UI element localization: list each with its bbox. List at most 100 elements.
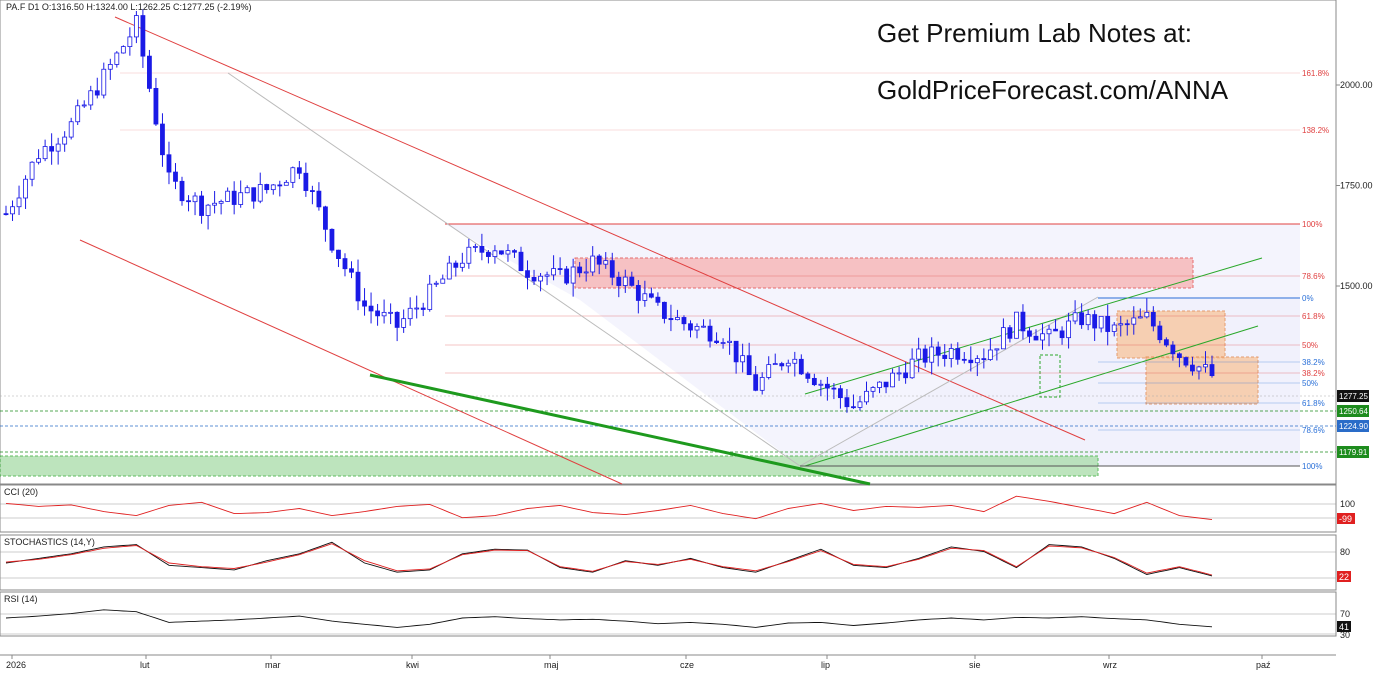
fib-lower-label: 0% (1302, 294, 1314, 303)
candle-body (107, 64, 113, 70)
candle-body (518, 251, 524, 272)
candle-body (55, 143, 61, 152)
cci-line (5, 495, 1213, 521)
candle-body (101, 68, 107, 96)
candle-body (890, 372, 895, 388)
candle-body (355, 271, 361, 302)
x-tick-label: wrz (1102, 660, 1117, 670)
candle-body (877, 381, 882, 388)
candle-body (192, 195, 198, 203)
candle-body (603, 260, 609, 265)
candle-body (1053, 328, 1058, 332)
candle-body (596, 255, 602, 265)
cci-tick: 100 (1340, 499, 1355, 509)
candle-body (16, 197, 22, 208)
candle-body (1072, 312, 1078, 322)
fib-lower-label: 50% (1302, 379, 1318, 388)
candle-body (655, 296, 661, 303)
candle-body (342, 258, 348, 270)
candle-body (688, 323, 693, 331)
green-channel-lower (804, 325, 1259, 467)
stoch-plot (0, 541, 1336, 579)
red-channel-lower-line (79, 239, 623, 485)
candle-body (805, 373, 811, 379)
candle-body (883, 381, 889, 388)
candle-body (1105, 315, 1111, 332)
candle-body (798, 358, 804, 375)
candle-body (199, 195, 204, 216)
candle-body (707, 325, 713, 342)
candle-body (472, 245, 478, 248)
stoch-last-value: 22 (1339, 572, 1349, 582)
fib-lower-label: 78.6% (1302, 426, 1325, 435)
fib-shade-area (228, 73, 1300, 466)
candle-body (512, 250, 517, 253)
candle-body (538, 275, 543, 282)
price-label-badge (1337, 446, 1369, 458)
y-tick-label: 1500.00 (1340, 281, 1373, 291)
candle-body (1209, 364, 1215, 377)
candle-body (903, 372, 909, 379)
candle-body (427, 283, 433, 310)
candle-body (694, 326, 700, 331)
candle-body (238, 192, 244, 205)
stoch-tick: 80 (1340, 547, 1350, 557)
candle-body (785, 362, 791, 367)
candle-body (916, 348, 922, 360)
price-label-value: 1179.91 (1339, 448, 1368, 457)
candle-body (1014, 311, 1019, 339)
fib-upper-label: 100% (1302, 220, 1322, 229)
candle-body (948, 348, 954, 359)
fib-lower-label: 61.8% (1302, 399, 1325, 408)
rsi-tick: 70 (1340, 609, 1350, 619)
candle-body (727, 340, 732, 343)
candle-body (1124, 323, 1130, 326)
candle-body (622, 276, 628, 286)
candle-body (955, 348, 961, 360)
candle-body (1170, 344, 1176, 355)
candle-body (1111, 324, 1117, 332)
fib-upper-label: 50% (1302, 341, 1318, 350)
candle-body (929, 346, 935, 363)
candle-body (831, 387, 837, 390)
candle-body (772, 363, 778, 366)
candle-body (668, 318, 674, 321)
candle-body (349, 268, 354, 273)
candle-body (68, 121, 74, 138)
candle-body (1020, 311, 1026, 332)
candle-body (759, 377, 765, 391)
candle-body (1033, 335, 1039, 341)
candle-body (88, 90, 94, 106)
candle-body (381, 311, 387, 317)
candle-body (1150, 311, 1156, 327)
candle-body (414, 307, 420, 310)
candle-body (36, 158, 41, 163)
candle-body (1131, 317, 1137, 325)
y-tick-label: 1750.00 (1340, 181, 1373, 191)
candle-body (492, 250, 498, 257)
candle-body (225, 190, 231, 202)
red-channel-upper-line (114, 16, 1086, 441)
x-tick-label: mar (265, 660, 281, 670)
candle-body (453, 262, 459, 268)
candle-body (746, 355, 752, 376)
candle-body (303, 172, 309, 191)
candle-body (1059, 330, 1065, 339)
candle-body (844, 397, 850, 408)
candle-body (544, 274, 550, 277)
candle-body (277, 184, 283, 187)
candle-body (283, 181, 289, 186)
candle-body (740, 355, 746, 363)
candle-body (851, 406, 856, 409)
candle-body (218, 200, 224, 204)
y-axis-ticks: 2000.00 1750.00 1500.00 (1336, 80, 1373, 291)
fib-lower-label: 38.2% (1302, 358, 1325, 367)
fib-upper-label: 161.8% (1302, 69, 1329, 78)
candle-body (290, 167, 296, 183)
candle-body (336, 249, 341, 259)
green-support-line (369, 373, 871, 486)
candle-body (681, 317, 687, 325)
candle-body (270, 184, 276, 191)
